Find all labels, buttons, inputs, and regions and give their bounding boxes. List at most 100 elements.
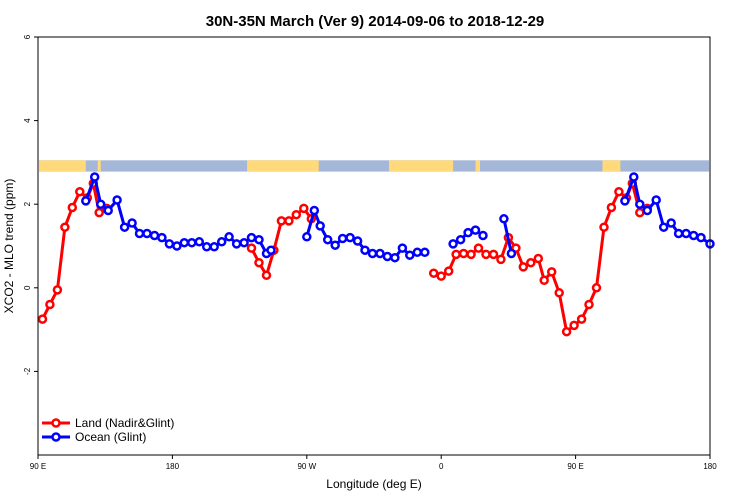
- land-point: [67, 202, 78, 213]
- land-point: [291, 209, 302, 220]
- ocean-point: [254, 234, 264, 245]
- land-point: [451, 249, 461, 260]
- ocean-point: [322, 234, 333, 245]
- land-point: [533, 253, 544, 264]
- ocean-point: [194, 237, 205, 247]
- legend-item-ocean: Ocean (Glint): [42, 430, 146, 444]
- land-point: [428, 268, 439, 278]
- land-point: [94, 207, 104, 218]
- land-point: [254, 257, 264, 268]
- land-point: [584, 299, 594, 310]
- series-layer: [37, 172, 715, 337]
- ocean-point: [397, 243, 408, 253]
- ocean-point: [309, 205, 320, 216]
- ocean-point: [112, 195, 122, 205]
- ocean-point: [89, 172, 100, 182]
- ocean-point: [187, 237, 197, 248]
- ocean-point: [266, 245, 276, 255]
- ocean-point: [412, 247, 423, 258]
- land-point: [488, 249, 499, 260]
- ocean-point: [157, 232, 167, 243]
- y-tick-label: 6: [23, 34, 32, 39]
- y-tick-label: 4: [23, 118, 32, 123]
- x-axis-label: Longitude (deg E): [326, 477, 421, 491]
- land-point: [246, 243, 257, 253]
- ocean-point: [696, 232, 706, 243]
- ocean-point: [360, 245, 370, 255]
- land-point: [45, 299, 55, 310]
- land-point: [75, 186, 85, 197]
- ocean-point: [201, 242, 212, 252]
- ocean-point: [463, 227, 473, 238]
- ocean-point: [375, 248, 385, 259]
- legend-label-ocean: Ocean (Glint): [75, 430, 146, 444]
- ocean-point: [95, 199, 106, 209]
- land-mask-segment-1: [97, 160, 101, 172]
- legend-marker-ocean: [51, 432, 61, 442]
- ocean-point: [635, 199, 645, 209]
- ocean-point: [478, 230, 488, 241]
- land-point: [614, 186, 624, 197]
- land-point: [60, 222, 70, 232]
- ocean-point: [315, 221, 325, 231]
- x-tick-label: 90 W: [297, 462, 316, 471]
- ocean-point: [345, 232, 355, 243]
- ocean-point: [367, 248, 378, 259]
- x-tick-label: 0: [439, 462, 444, 471]
- y-tick-label: 2: [23, 201, 32, 206]
- ocean-point: [688, 230, 699, 241]
- x-tick-label: 90 E: [30, 462, 46, 471]
- ocean-point: [172, 241, 182, 251]
- ocean-point: [390, 252, 400, 263]
- land-point: [526, 257, 536, 268]
- land-point: [539, 275, 549, 286]
- ocean-point: [448, 239, 458, 249]
- x-tick-label: 180: [166, 462, 180, 471]
- land-point: [466, 249, 476, 260]
- land-point: [606, 202, 617, 213]
- ocean-point: [142, 228, 152, 239]
- y-tick-label: 0: [23, 285, 32, 290]
- ocean-point: [103, 205, 113, 216]
- land-point: [443, 266, 454, 276]
- land-point: [458, 248, 469, 259]
- legend-item-land: Land (Nadir&Glint): [42, 416, 174, 430]
- ocean-point: [666, 218, 676, 228]
- land-point: [284, 216, 294, 226]
- ocean-point: [224, 232, 234, 242]
- land-point: [436, 271, 446, 281]
- land-point: [261, 270, 272, 281]
- ocean-point: [239, 237, 249, 248]
- land-point: [591, 283, 602, 293]
- land-mask-segment-4: [475, 160, 481, 172]
- ocean-point: [81, 196, 91, 206]
- ocean-point: [658, 222, 669, 232]
- land-point: [276, 216, 287, 226]
- land-mask-segment-5: [602, 160, 621, 172]
- legend-marker-land: [51, 418, 61, 428]
- x-tick-label: 180: [703, 462, 717, 471]
- ocean-point: [651, 195, 661, 205]
- ocean-point: [164, 239, 175, 249]
- ocean-point: [302, 232, 312, 242]
- ocean-point: [673, 228, 684, 239]
- land-point: [546, 267, 557, 277]
- ocean-point: [119, 222, 130, 232]
- ocean-point: [506, 248, 517, 259]
- land-point: [52, 285, 63, 295]
- ocean-point: [231, 239, 242, 249]
- ocean-point: [149, 230, 160, 241]
- ocean-point: [330, 240, 340, 250]
- ocean-point: [455, 234, 466, 245]
- ocean-point: [420, 247, 430, 258]
- land-point: [473, 243, 484, 253]
- ocean-point: [337, 233, 348, 244]
- legend: Land (Nadir&Glint)Ocean (Glint): [42, 416, 174, 444]
- land-point: [554, 288, 564, 298]
- ocean-point: [216, 237, 227, 247]
- land-ocean-mask-band: [39, 160, 709, 172]
- land-point: [37, 314, 48, 324]
- chart-title: 30N-35N March (Ver 9) 2014-09-06 to 2018…: [206, 13, 545, 30]
- ocean-point: [405, 250, 415, 260]
